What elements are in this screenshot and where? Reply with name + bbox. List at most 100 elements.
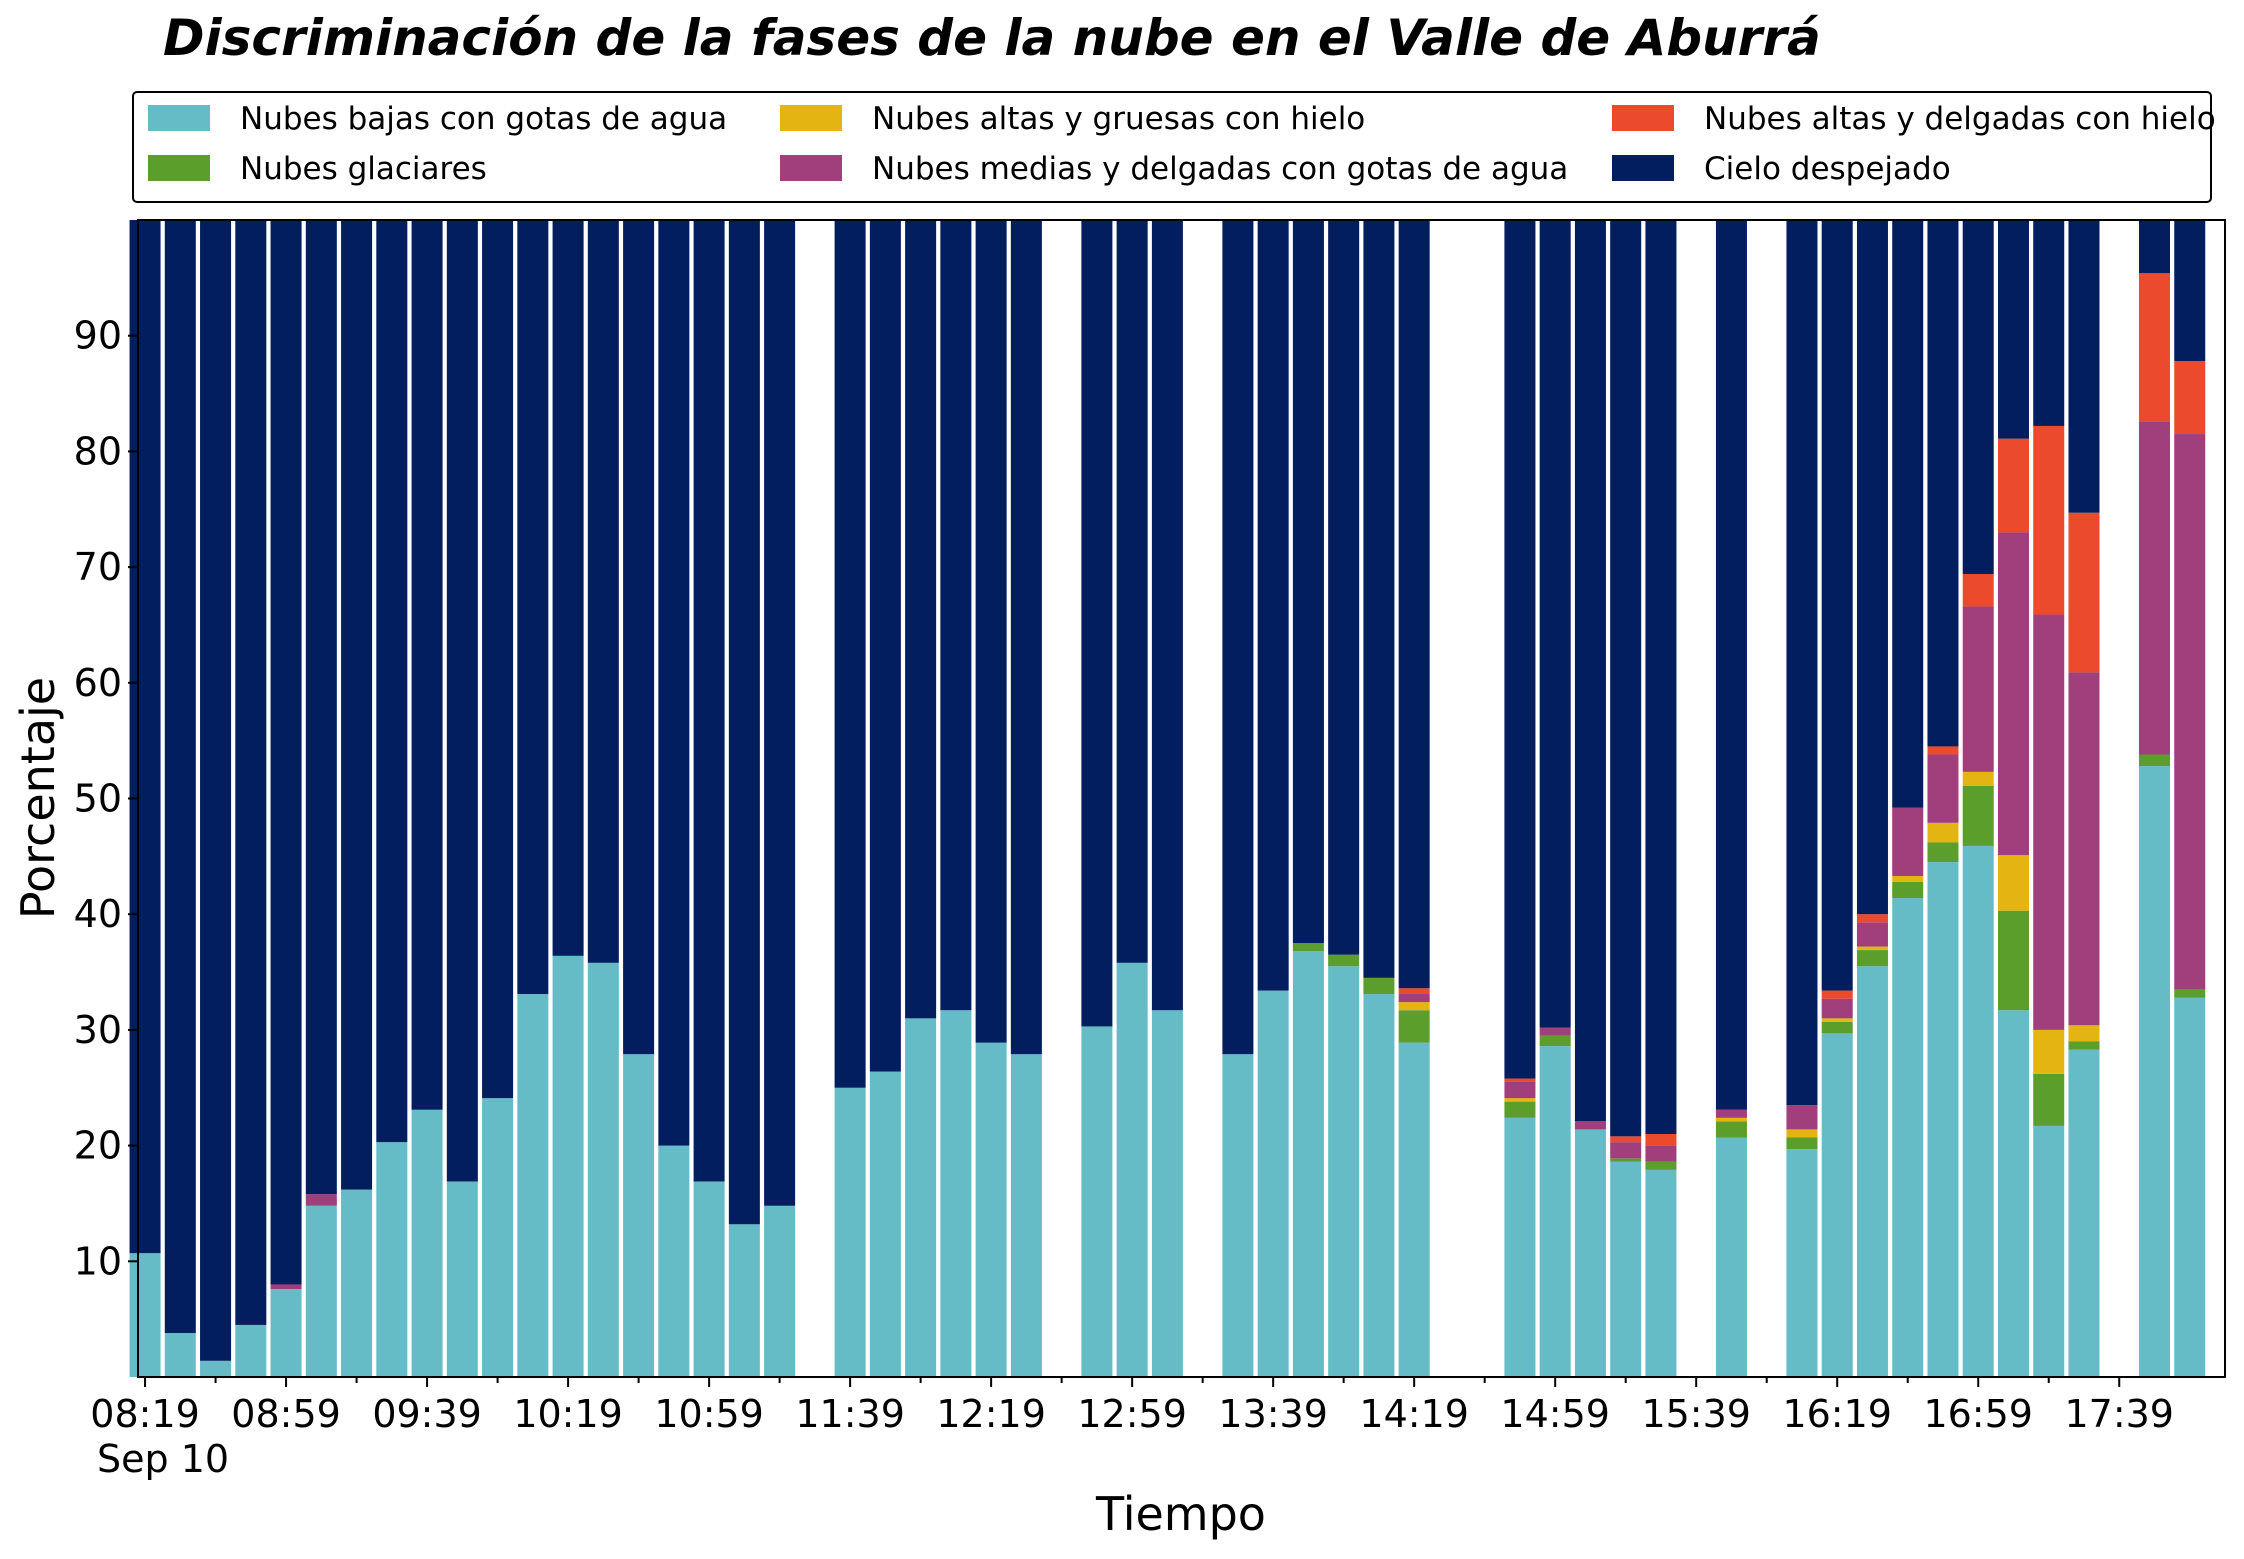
bar-segment-35-1 xyxy=(1539,1035,1571,1047)
bar-segment-44-0 xyxy=(1927,862,1959,1377)
bar-segment-44-4 xyxy=(1927,746,1959,755)
bar-segment-41-0 xyxy=(1821,1033,1853,1377)
bar-segment-40-0 xyxy=(1786,1149,1818,1377)
bar-segment-19-5 xyxy=(834,220,866,1088)
bar-segment-43-0 xyxy=(1892,898,1924,1377)
bar-segment-1-0 xyxy=(164,1333,196,1377)
bar-segment-21-5 xyxy=(905,220,937,1019)
bar-segment-38-3 xyxy=(1645,1145,1677,1162)
y-tick-label-3: 40 xyxy=(74,892,122,936)
bar-segment-32-1 xyxy=(1363,977,1395,995)
bar-segment-9-0 xyxy=(446,1181,478,1377)
bar-segment-26-0 xyxy=(1116,962,1148,1377)
bar-segment-34-2 xyxy=(1504,1098,1536,1102)
legend-label-5: Cielo despejado xyxy=(1704,151,1951,187)
bar-segment-44-5 xyxy=(1927,220,1959,747)
y-tick-label-8: 90 xyxy=(74,314,122,358)
bar-segment-4-0 xyxy=(270,1289,302,1377)
bar-segment-47-1 xyxy=(2033,1073,2065,1126)
bar-segment-2-0 xyxy=(200,1360,232,1377)
bar-segment-42-1 xyxy=(1856,950,1888,967)
bar-segment-40-5 xyxy=(1786,220,1818,1106)
bar-segment-41-1 xyxy=(1821,1021,1853,1034)
y-axis: 10 20 30 40 50 60 70 80 90 xyxy=(74,314,138,1283)
bar-segment-19-0 xyxy=(834,1087,866,1377)
bar-segment-31-0 xyxy=(1328,966,1360,1377)
bar-segment-2-5 xyxy=(200,220,232,1361)
bar-segment-39-1 xyxy=(1715,1121,1747,1138)
bar-segment-32-0 xyxy=(1363,994,1395,1377)
bar-segment-34-0 xyxy=(1504,1117,1536,1377)
bar-segment-48-3 xyxy=(2068,672,2100,1026)
legend-label-0: Nubes bajas con gotas de agua xyxy=(240,101,727,137)
bar-segment-50-5 xyxy=(2174,220,2206,362)
bar-segment-26-5 xyxy=(1116,220,1148,963)
bar-segment-42-5 xyxy=(1856,220,1888,915)
y-axis-label: Porcentaje xyxy=(11,677,65,919)
bar-segment-10-5 xyxy=(482,220,514,1099)
legend-frame xyxy=(132,91,2212,203)
bar-segment-16-5 xyxy=(693,220,725,1182)
bar-segment-11-5 xyxy=(517,220,549,995)
bar-segment-47-5 xyxy=(2033,220,2065,426)
bar-segment-27-5 xyxy=(1151,220,1183,1011)
x-tick-label-3: 10:19 xyxy=(513,1392,623,1436)
bar-segment-34-5 xyxy=(1504,220,1536,1079)
bar-segment-50-3 xyxy=(2174,434,2206,990)
bar-segment-35-5 xyxy=(1539,220,1571,1028)
y-tick-label-1: 20 xyxy=(74,1124,122,1168)
bar-segment-8-5 xyxy=(411,220,443,1110)
bar-segment-24-0 xyxy=(1010,1054,1042,1377)
bar-segment-28-5 xyxy=(1222,220,1254,1055)
bar-segment-33-3 xyxy=(1398,994,1430,1003)
bar-segment-31-1 xyxy=(1328,954,1360,967)
bar-segment-49-5 xyxy=(2138,220,2170,274)
x-tick-label-6: 12:19 xyxy=(936,1392,1046,1436)
bar-segment-49-0 xyxy=(2138,766,2170,1377)
bar-segment-10-0 xyxy=(482,1098,514,1377)
bar-segment-46-4 xyxy=(1997,438,2029,533)
bar-segment-48-1 xyxy=(2068,1041,2100,1050)
bar-segment-47-3 xyxy=(2033,614,2065,1030)
bar-segment-40-1 xyxy=(1786,1137,1818,1150)
bar-segment-34-4 xyxy=(1504,1078,1536,1082)
bar-segment-35-3 xyxy=(1539,1027,1571,1036)
y-tick-label-4: 50 xyxy=(74,777,122,821)
bar-segment-36-5 xyxy=(1574,220,1606,1122)
y-tick-label-0: 10 xyxy=(74,1239,122,1283)
bar-segment-42-3 xyxy=(1856,922,1888,947)
bar-segment-29-0 xyxy=(1257,990,1289,1377)
bar-segment-46-2 xyxy=(1997,855,2029,911)
bar-segment-47-4 xyxy=(2033,425,2065,615)
legend-label-4: Nubes altas y delgadas con hielo xyxy=(1704,101,2216,137)
bar-segment-13-0 xyxy=(587,962,619,1377)
bar-segment-44-3 xyxy=(1927,754,1959,823)
legend-swatch-4 xyxy=(1612,105,1674,131)
legend: Nubes bajas con gotas de agua Nubes glaci… xyxy=(132,91,2216,203)
bar-segment-25-0 xyxy=(1081,1026,1113,1377)
bar-segment-5-5 xyxy=(305,220,337,1195)
bar-segment-43-5 xyxy=(1892,220,1924,808)
bar-segment-46-1 xyxy=(1997,910,2029,1011)
bar-segment-33-1 xyxy=(1398,1010,1430,1043)
bar-segment-14-5 xyxy=(623,220,655,1055)
bar-segment-34-3 xyxy=(1504,1081,1536,1099)
bar-segment-21-0 xyxy=(905,1018,937,1377)
bar-segment-42-2 xyxy=(1856,946,1888,951)
bar-segment-11-0 xyxy=(517,994,549,1377)
bar-segment-50-0 xyxy=(2174,997,2206,1377)
bar-segment-8-0 xyxy=(411,1109,443,1377)
x-tick-label-5: 11:39 xyxy=(795,1392,905,1436)
bar-segment-39-0 xyxy=(1715,1137,1747,1377)
bar-segment-45-4 xyxy=(1962,574,1994,607)
y-tick-label-7: 80 xyxy=(74,429,122,473)
bar-segment-7-5 xyxy=(376,220,408,1143)
x-tick-label-12: 16:19 xyxy=(1782,1392,1892,1436)
bar-segment-33-0 xyxy=(1398,1042,1430,1377)
bar-segment-33-5 xyxy=(1398,220,1430,989)
bar-segment-49-1 xyxy=(2138,754,2170,767)
bar-segment-15-0 xyxy=(658,1145,690,1377)
bar-segment-22-0 xyxy=(940,1010,972,1377)
bar-segment-49-3 xyxy=(2138,421,2170,755)
bar-segment-49-4 xyxy=(2138,273,2170,422)
